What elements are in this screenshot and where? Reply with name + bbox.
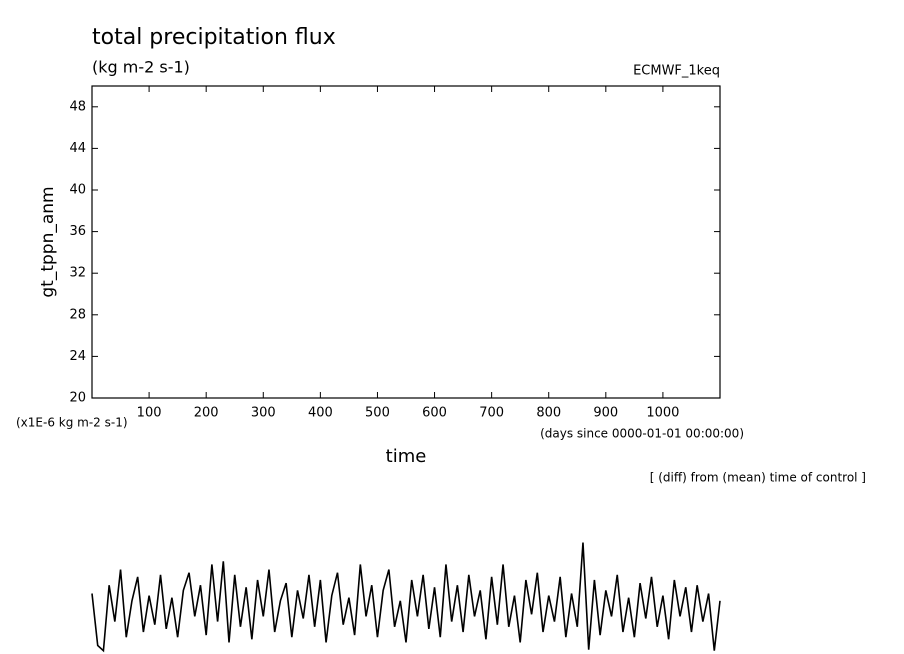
y-tick-label: 28 — [69, 307, 86, 322]
chart-title: total precipitation flux — [92, 25, 336, 50]
x-tick-label: 100 — [137, 406, 162, 421]
y-tick-label: 40 — [69, 183, 86, 198]
plot-frame — [91, 85, 721, 399]
annotation: [ (diff) from (mean) time of control ] — [650, 471, 866, 485]
chart-subtitle: (kg m-2 s-1) — [92, 58, 190, 77]
y-tick-label: 20 — [69, 391, 86, 406]
x-tick-label: 300 — [251, 406, 276, 421]
x-tick-label: 400 — [308, 406, 333, 421]
x-tick-label: 900 — [593, 406, 618, 421]
x-tick-label: 500 — [365, 406, 390, 421]
y-tick-label: 36 — [69, 224, 86, 239]
x-tick-label: 200 — [194, 406, 219, 421]
y-tick-label: 44 — [69, 141, 86, 156]
x-tick-label: 1000 — [646, 406, 679, 421]
x-tick-label: 600 — [422, 406, 447, 421]
x-axis-label: time — [386, 446, 427, 467]
x-tick-label: 800 — [536, 406, 561, 421]
y-tick-label: 48 — [69, 99, 86, 114]
x-unit-label: (days since 0000-01-01 00:00:00) — [540, 427, 744, 441]
data-line — [91, 542, 721, 653]
y-tick-label: 32 — [69, 266, 86, 281]
y-unit-label: (x1E-6 kg m-2 s-1) — [16, 416, 128, 430]
y-tick-label: 24 — [69, 349, 86, 364]
y-axis-label: gt_tppn_anm — [38, 186, 58, 297]
x-tick-label: 700 — [479, 406, 504, 421]
run-label: ECMWF_1keq — [633, 64, 720, 79]
